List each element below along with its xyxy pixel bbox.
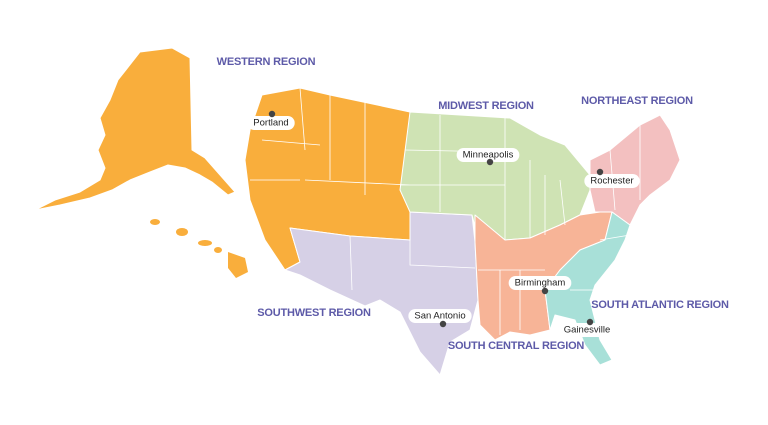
northeast-region-shape	[589, 114, 681, 226]
region-label: SOUTH ATLANTIC REGION	[591, 299, 729, 311]
city-marker: San Antonio	[408, 309, 472, 328]
region-label: SOUTHWEST REGION	[257, 307, 371, 319]
region-labels: WESTERN REGION MIDWEST REGION NORTHEAST RE…	[217, 56, 730, 352]
city-dot	[439, 320, 447, 328]
city-label-bg	[584, 174, 640, 188]
city-label-bg	[408, 309, 472, 323]
region-label: WESTERN REGION	[217, 56, 316, 68]
city-dot	[268, 110, 276, 118]
city-marker: Gainesville	[557, 318, 617, 337]
city-marker: Portland	[247, 110, 295, 130]
city-label-bg	[247, 116, 295, 130]
city-markers: Portland Minneapolis Rochester Birmingham Sa…	[247, 110, 640, 337]
hawaii	[150, 219, 248, 278]
city-label: Gainesville	[564, 325, 610, 336]
city-dot	[586, 318, 594, 326]
city-label: Minneapolis	[463, 150, 514, 161]
south-atlantic-region-shape	[544, 211, 631, 366]
city-label-bg	[557, 323, 617, 337]
alaska	[34, 47, 236, 211]
city-marker: Birmingham	[508, 276, 572, 295]
region-label: NORTHEAST REGION	[581, 95, 693, 107]
region-label: MIDWEST REGION	[438, 100, 534, 112]
city-label-bg	[456, 148, 520, 162]
city-dot	[541, 287, 549, 295]
state-borders	[250, 87, 641, 335]
region-label: SOUTH CENTRAL REGION	[448, 340, 585, 352]
city-label: San Antonio	[414, 311, 465, 322]
city-label: Birmingham	[515, 278, 566, 289]
regions-shapes	[34, 47, 681, 376]
city-dot	[486, 158, 494, 166]
city-label: Portland	[253, 118, 288, 129]
city-label: Rochester	[590, 176, 633, 187]
city-marker: Minneapolis	[456, 148, 520, 166]
city-label-bg	[508, 276, 572, 290]
city-marker: Rochester	[584, 168, 640, 188]
city-dot	[596, 168, 604, 176]
